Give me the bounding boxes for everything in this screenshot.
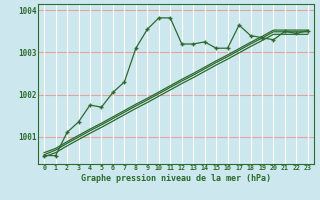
X-axis label: Graphe pression niveau de la mer (hPa): Graphe pression niveau de la mer (hPa) [81,174,271,183]
